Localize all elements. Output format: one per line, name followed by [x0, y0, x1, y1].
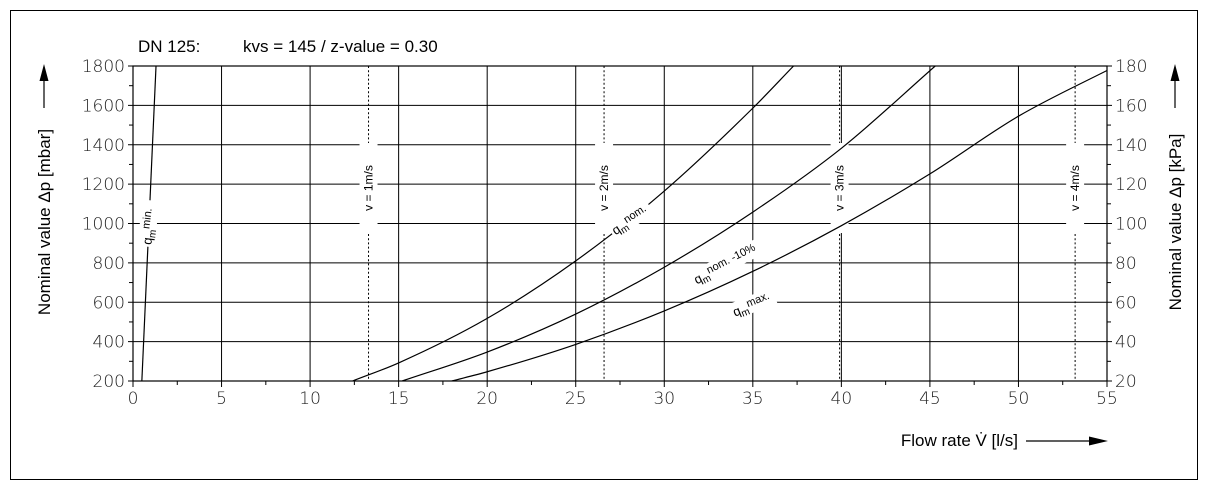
axis-ticks: 0 5 10 15 20 25 30 35 40 45 50 55 200 20 400 40 600 60 800… — [82, 57, 1148, 409]
flow-curve — [352, 66, 794, 381]
x-tick-label: 40 — [831, 389, 853, 409]
y-left-tick-label: 1200 — [82, 175, 125, 195]
x-axis-arrow — [1026, 436, 1108, 446]
y-right-tick-label: 40 — [1115, 333, 1137, 353]
velocity-label: v = 3m/s — [833, 165, 847, 211]
x-tick-label: 10 — [299, 389, 321, 409]
y-axis-left-arrow — [39, 64, 49, 108]
y-left-tick-label: 800 — [93, 254, 125, 274]
curve-label: qmnom. — [606, 199, 655, 239]
curve-label-text: qmnom. -10% — [691, 242, 761, 290]
flow-curve — [451, 69, 1107, 381]
x-tick-label: 15 — [388, 389, 410, 409]
y-right-tick-label: 80 — [1115, 254, 1137, 274]
velocity-reference-lines: v = 1m/s v = 2m/s v = 3m/s v = 4m/s — [359, 66, 1085, 381]
y-left-tick-label: 600 — [93, 293, 125, 313]
y-right-tick-label: 120 — [1115, 175, 1147, 195]
curve-label-background — [137, 199, 160, 248]
chart-frame — [10, 10, 1198, 480]
velocity-label-background — [359, 143, 378, 233]
x-tick-label: 45 — [919, 389, 941, 409]
chart-subtitle: kvs = 145 / z-value = 0.30 — [243, 37, 438, 56]
x-tick-label: 20 — [476, 389, 498, 409]
curve-label-background — [688, 236, 768, 289]
curve-labels: qmmin.qmnom.qmnom. -10%qmmax. — [137, 199, 778, 321]
curve-label-text: qmmin. — [138, 207, 161, 245]
y-right-tick-label: 180 — [1115, 57, 1147, 77]
y-left-tick-label: 1000 — [82, 215, 125, 235]
y-right-tick-label: 20 — [1115, 372, 1137, 392]
x-tick-label: 5 — [216, 389, 227, 409]
y-left-tick-label: 400 — [93, 333, 125, 353]
velocity-label: v = 1m/s — [362, 165, 376, 211]
y-right-tick-label: 140 — [1115, 136, 1147, 156]
x-tick-label: 55 — [1096, 389, 1118, 409]
x-tick-label: 0 — [128, 389, 139, 409]
y-left-tick-label: 1400 — [82, 136, 125, 156]
y-left-tick-label: 1800 — [82, 57, 125, 77]
y-axis-right-label: Nominal value Δp [kPa] — [1166, 134, 1185, 311]
chart-title: DN 125: — [138, 37, 200, 56]
x-tick-label: 50 — [1008, 389, 1030, 409]
curve-label-background — [606, 199, 655, 239]
x-tick-label: 25 — [565, 389, 587, 409]
y-left-tick-label: 200 — [93, 372, 125, 392]
velocity-label-background — [595, 143, 614, 233]
velocity-label-background — [1066, 143, 1085, 233]
y-right-tick-label: 60 — [1115, 293, 1137, 313]
y-right-tick-label: 100 — [1115, 215, 1147, 235]
flow-curves — [141, 66, 1107, 381]
velocity-label-background — [830, 143, 849, 233]
y-axis-right-arrow — [1170, 64, 1180, 108]
x-tick-label: 35 — [742, 389, 764, 409]
x-tick-label: 30 — [653, 389, 675, 409]
y-axis-left-label: Nominal value Δp [mbar] — [35, 129, 54, 315]
velocity-label: v = 4m/s — [1068, 165, 1082, 211]
curve-label-background — [727, 287, 778, 321]
velocity-label: v = 2m/s — [597, 165, 611, 211]
y-left-tick-label: 1600 — [82, 96, 125, 116]
flow-curve — [401, 66, 936, 381]
y-right-tick-label: 160 — [1115, 96, 1147, 116]
x-axis-label: Flow rate V̇ [l/s] — [901, 431, 1018, 450]
curve-label: qmmin. — [137, 199, 161, 248]
